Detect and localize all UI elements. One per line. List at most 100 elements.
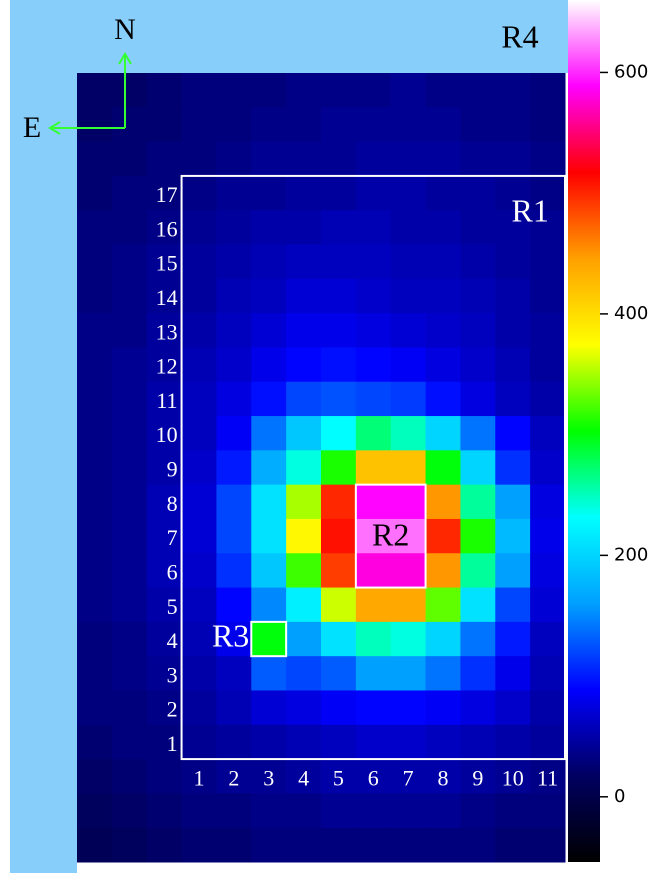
heatmap-cell xyxy=(426,622,461,657)
region-r4 xyxy=(10,0,568,73)
heatmap-cell xyxy=(495,313,530,348)
heatmap-cell xyxy=(77,313,112,348)
heatmap-cell xyxy=(530,73,565,108)
heatmap-cell xyxy=(216,416,251,451)
heatmap-cell xyxy=(182,690,217,725)
heatmap-cell xyxy=(426,176,461,211)
heatmap-cell xyxy=(460,142,495,177)
heatmap-cell xyxy=(391,107,426,142)
heatmap-cell xyxy=(112,176,147,211)
heatmap-cell xyxy=(460,519,495,554)
heatmap-cell xyxy=(391,142,426,177)
heatmap-cell xyxy=(426,519,461,554)
heatmap-cell xyxy=(530,553,565,588)
heatmap-cell xyxy=(286,107,321,142)
heatmap-cell xyxy=(495,73,530,108)
heatmap-cell xyxy=(251,347,286,382)
heatmap-cell xyxy=(460,416,495,451)
heatmap-cell xyxy=(321,588,356,623)
heatmap-cell xyxy=(356,450,391,485)
heatmap-cell xyxy=(112,279,147,314)
heatmap-cell xyxy=(112,210,147,245)
heatmap-cell xyxy=(321,142,356,177)
heatmap-cell xyxy=(286,347,321,382)
heatmap-cell xyxy=(286,725,321,760)
heatmap-cell xyxy=(286,828,321,863)
heatmap-cell xyxy=(182,176,217,211)
heatmap-cell xyxy=(391,690,426,725)
heatmap-cell xyxy=(426,656,461,691)
heatmap-cell xyxy=(216,828,251,863)
x-tick-label: 1 xyxy=(194,765,205,790)
heatmap-cell xyxy=(182,142,217,177)
heatmap-cell xyxy=(182,828,217,863)
heatmap-cell xyxy=(182,793,217,828)
heatmap-cell xyxy=(321,107,356,142)
y-tick-label: 12 xyxy=(156,354,178,379)
heatmap-cell xyxy=(426,588,461,623)
heatmap-cell xyxy=(356,313,391,348)
heatmap-cell xyxy=(251,622,286,657)
heatmap-cell xyxy=(356,176,391,211)
heatmap-cell xyxy=(356,588,391,623)
heatmap-cell xyxy=(251,553,286,588)
heatmap-cell xyxy=(530,828,565,863)
heatmap-cell xyxy=(286,450,321,485)
heatmap-cell xyxy=(495,450,530,485)
heatmap-cell xyxy=(391,382,426,417)
heatmap-cell xyxy=(182,382,217,417)
heatmap-cell xyxy=(182,73,217,108)
heatmap-cell xyxy=(391,279,426,314)
heatmap-cell xyxy=(356,347,391,382)
heatmap-cell xyxy=(495,347,530,382)
heatmap-cell xyxy=(112,450,147,485)
heatmap-cell xyxy=(216,142,251,177)
heatmap-cell xyxy=(112,416,147,451)
heatmap-cell xyxy=(321,347,356,382)
heatmap-cell xyxy=(391,347,426,382)
x-tick-label: 3 xyxy=(263,765,274,790)
heatmap-cell xyxy=(426,313,461,348)
heatmap-cell xyxy=(147,793,182,828)
heatmap-cell xyxy=(391,176,426,211)
heatmap-cell xyxy=(495,553,530,588)
heatmap-cell xyxy=(321,485,356,520)
heatmap-cell xyxy=(251,279,286,314)
x-tick-label: 8 xyxy=(438,765,449,790)
heatmap-cell xyxy=(182,245,217,280)
heatmap-cell xyxy=(530,485,565,520)
heatmap-cell xyxy=(77,622,112,657)
x-tick-label: 7 xyxy=(403,765,414,790)
heatmap-cell xyxy=(356,73,391,108)
heatmap-cell xyxy=(182,725,217,760)
region-r4 xyxy=(10,0,77,873)
heatmap-cell xyxy=(321,73,356,108)
heatmap-cell xyxy=(112,73,147,108)
heatmap-cell xyxy=(530,793,565,828)
heatmap-cell xyxy=(112,553,147,588)
x-tick-label: 4 xyxy=(298,765,309,790)
heatmap-cell xyxy=(495,588,530,623)
heatmap-cell xyxy=(460,828,495,863)
heatmap-cell xyxy=(251,107,286,142)
heatmap-cell xyxy=(112,347,147,382)
heatmap-cell xyxy=(460,279,495,314)
heatmap-cell xyxy=(321,828,356,863)
heatmap-cell xyxy=(182,485,217,520)
heatmap-cell xyxy=(356,210,391,245)
heatmap-cell xyxy=(216,450,251,485)
heatmap-cell xyxy=(321,245,356,280)
heatmap-cell xyxy=(530,519,565,554)
heatmap-cell xyxy=(495,416,530,451)
heatmap-cell xyxy=(321,690,356,725)
heatmap-cell xyxy=(391,793,426,828)
y-tick-label: 4 xyxy=(167,628,178,653)
heatmap-cell xyxy=(182,656,217,691)
heatmap-cell xyxy=(251,485,286,520)
heatmap-cell xyxy=(251,519,286,554)
heatmap-cell xyxy=(391,245,426,280)
heatmap-cell xyxy=(286,73,321,108)
heatmap-cell xyxy=(356,828,391,863)
heatmap-cell xyxy=(112,725,147,760)
y-tick-label: 9 xyxy=(167,457,178,482)
